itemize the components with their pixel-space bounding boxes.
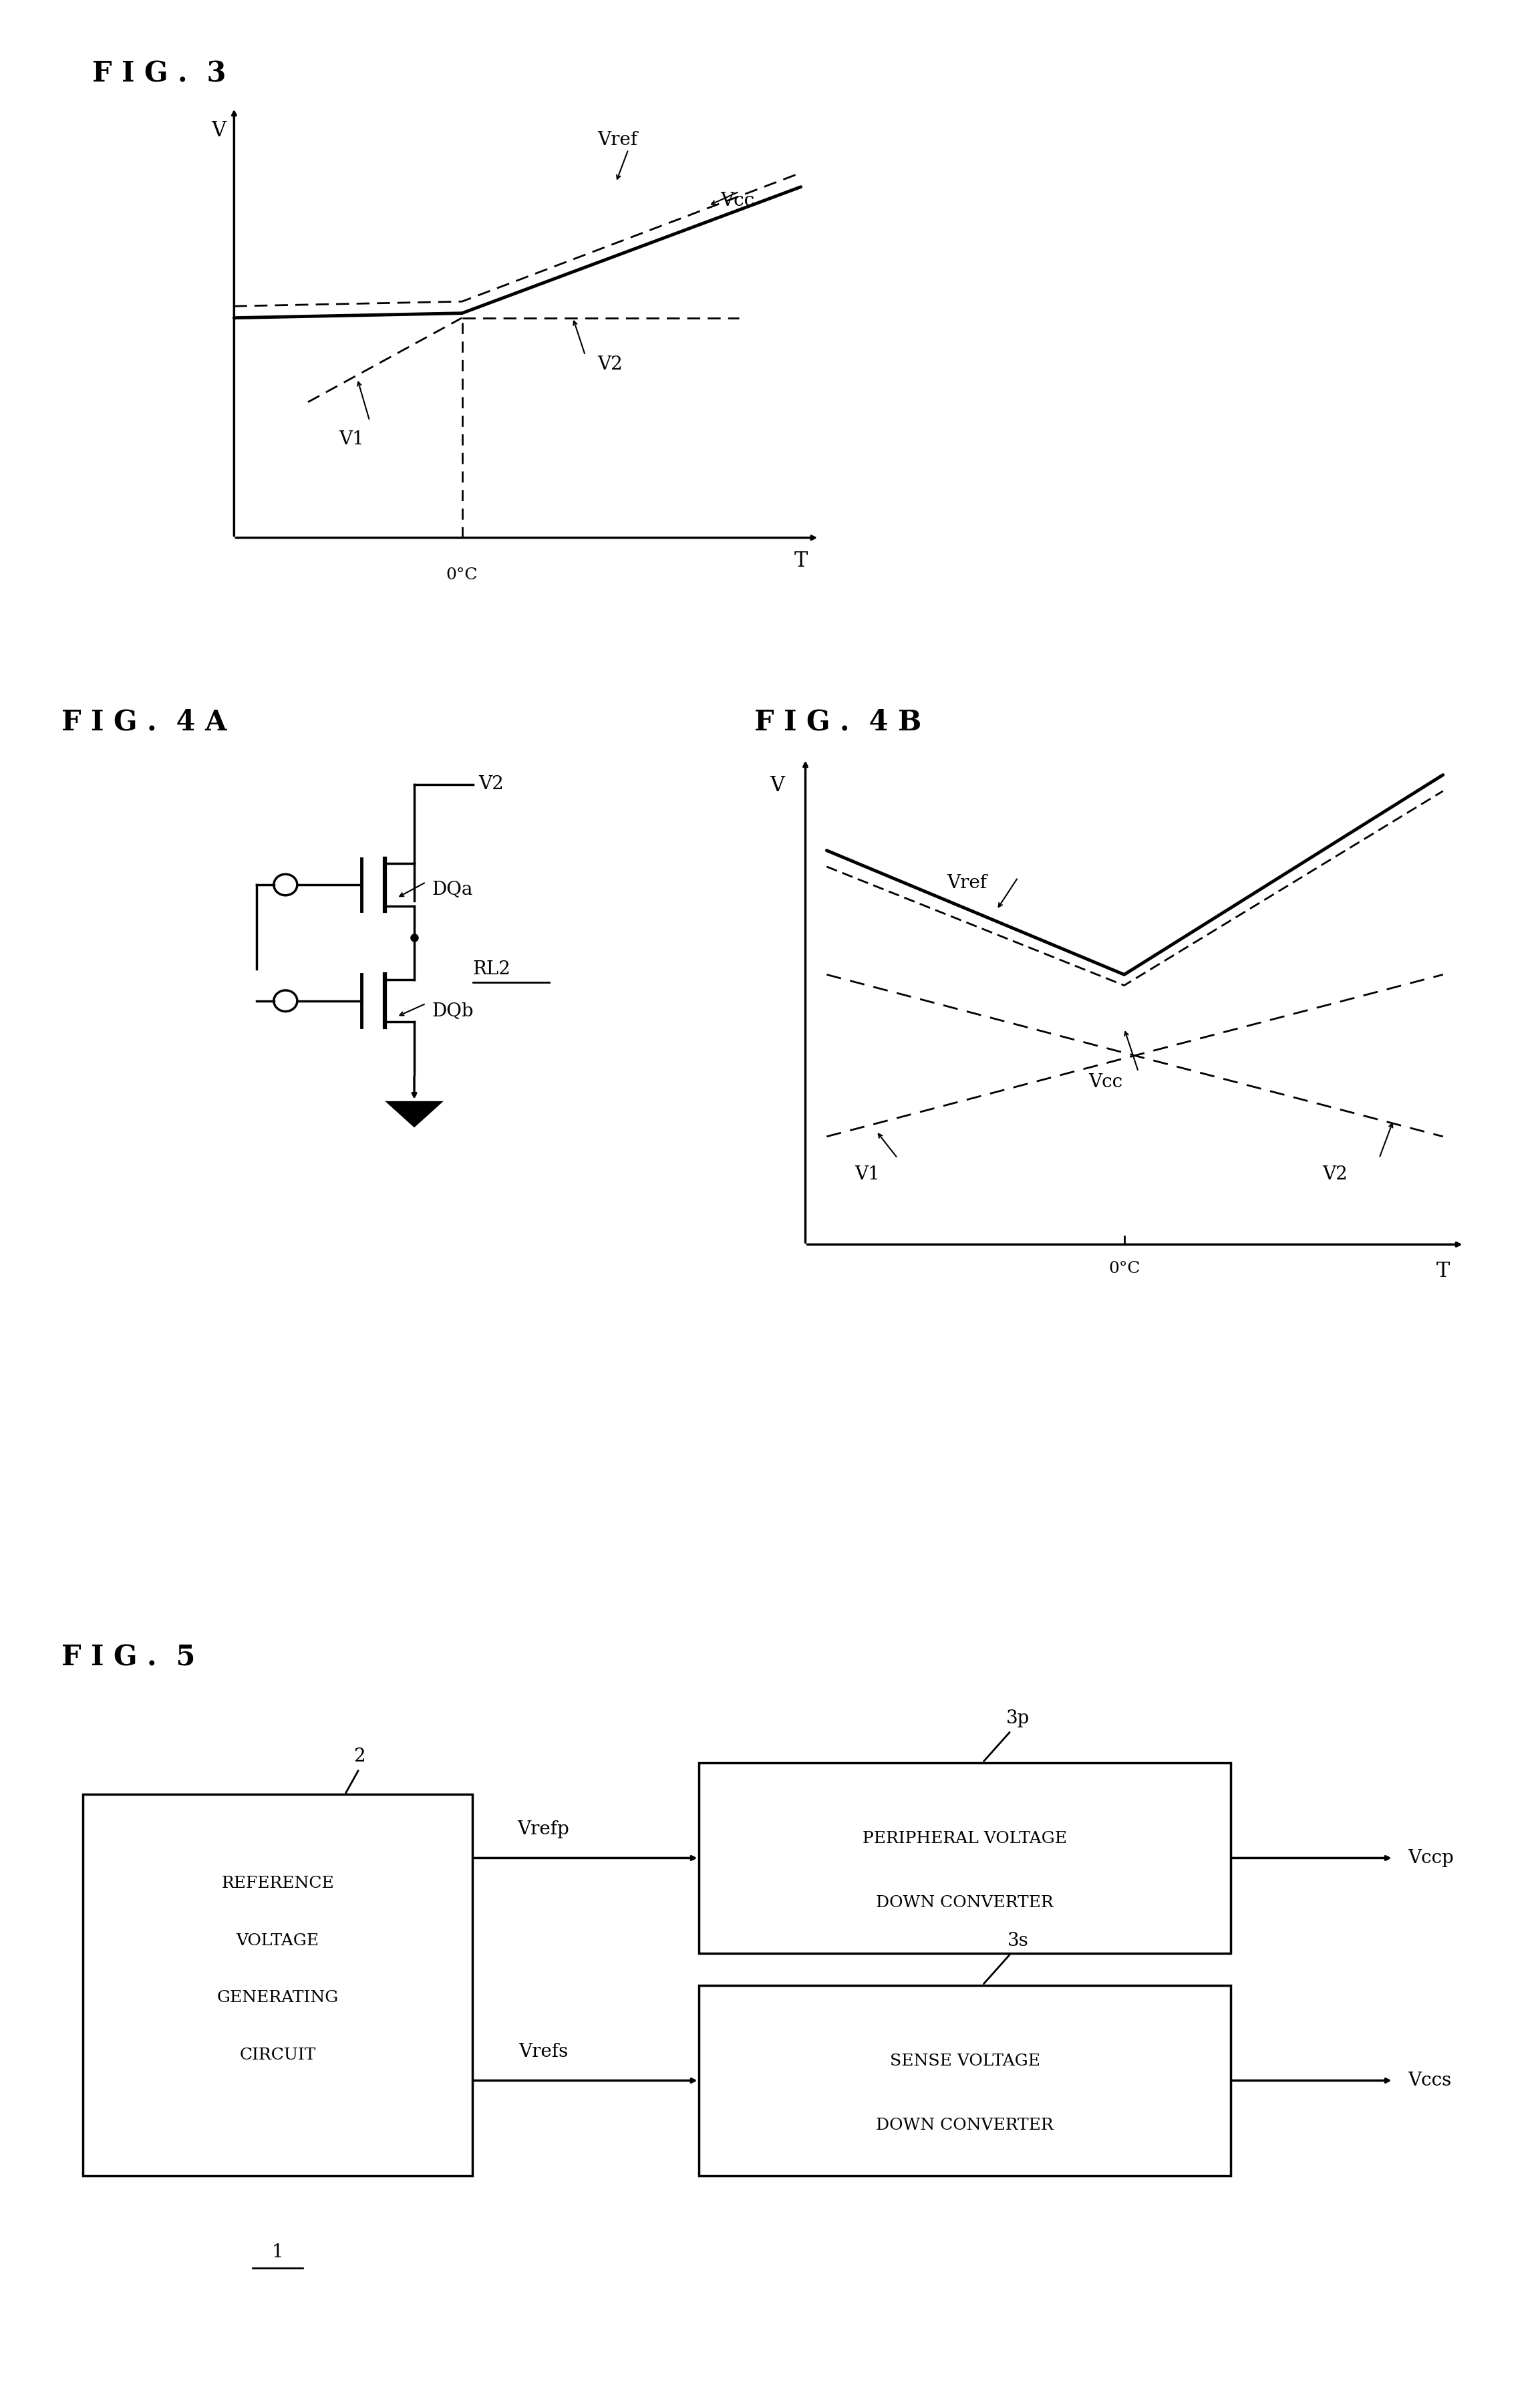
Text: RL2: RL2 xyxy=(473,960,511,979)
Text: Vrefs: Vrefs xyxy=(519,2044,568,2061)
Bar xyxy=(699,1984,1230,2176)
Text: 3p: 3p xyxy=(1006,1708,1030,1727)
Text: PERIPHERAL VOLTAGE: PERIPHERAL VOLTAGE xyxy=(862,1830,1067,1847)
Text: V1: V1 xyxy=(855,1166,881,1183)
Text: Vcc: Vcc xyxy=(721,192,755,211)
Text: Vref: Vref xyxy=(598,132,638,149)
Text: 0°C: 0°C xyxy=(447,569,477,583)
Text: Vccs: Vccs xyxy=(1408,2070,1451,2090)
Text: V: V xyxy=(211,120,226,142)
Text: SENSE VOLTAGE: SENSE VOLTAGE xyxy=(890,2054,1040,2070)
Text: GENERATING: GENERATING xyxy=(217,1991,339,2006)
Text: Vref: Vref xyxy=(947,873,987,892)
Text: VOLTAGE: VOLTAGE xyxy=(236,1934,319,1948)
Text: CIRCUIT: CIRCUIT xyxy=(239,2046,316,2063)
Text: 0°C: 0°C xyxy=(1109,1262,1140,1276)
Text: DOWN CONVERTER: DOWN CONVERTER xyxy=(876,2118,1053,2133)
Text: Vccp: Vccp xyxy=(1408,1850,1454,1866)
Text: T: T xyxy=(1437,1262,1449,1281)
Text: V2: V2 xyxy=(1323,1166,1348,1183)
Text: REFERENCE: REFERENCE xyxy=(222,1876,334,1890)
Text: 2: 2 xyxy=(353,1746,365,1766)
Text: F I G .  3: F I G . 3 xyxy=(92,60,226,89)
Text: V: V xyxy=(770,775,784,796)
Text: V2: V2 xyxy=(598,355,622,374)
Polygon shape xyxy=(385,1101,444,1128)
Text: F I G .  4 B: F I G . 4 B xyxy=(755,708,922,736)
Text: T: T xyxy=(795,552,807,571)
Text: Vrefp: Vrefp xyxy=(517,1821,570,1838)
Text: V1: V1 xyxy=(339,429,363,449)
Text: 3s: 3s xyxy=(1007,1931,1029,1950)
Bar xyxy=(699,1763,1230,1953)
Text: DOWN CONVERTER: DOWN CONVERTER xyxy=(876,1895,1053,1910)
Bar xyxy=(83,1794,473,2176)
Text: F I G .  4 A: F I G . 4 A xyxy=(62,708,226,736)
Text: V2: V2 xyxy=(479,775,504,794)
Text: DQa: DQa xyxy=(431,880,473,900)
Text: Vcc: Vcc xyxy=(1089,1072,1123,1092)
Text: 1: 1 xyxy=(271,2243,283,2262)
Text: F I G .  5: F I G . 5 xyxy=(62,1643,196,1672)
Text: DQb: DQb xyxy=(431,1003,474,1020)
